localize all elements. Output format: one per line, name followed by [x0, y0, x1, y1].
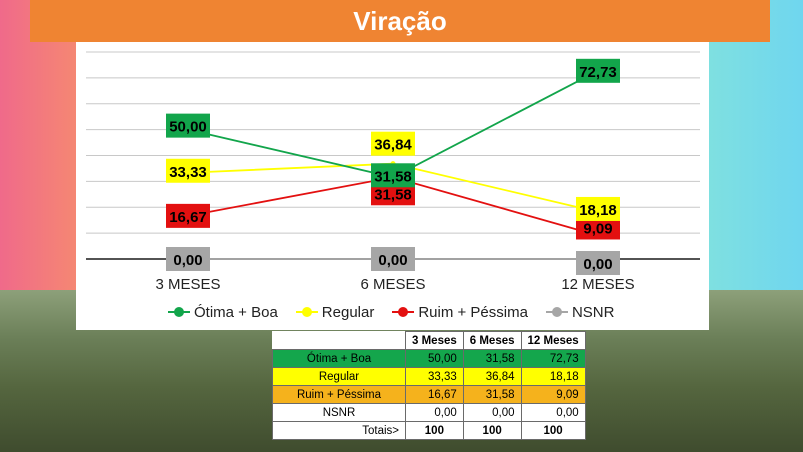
table-total-cell: 100 [520, 421, 586, 440]
table-cell: 72,73 [520, 349, 586, 368]
table-cell: 0,00 [520, 403, 586, 422]
table-cell: 36,84 [462, 367, 522, 386]
legend-item-ruim: Ruim + Péssima [392, 304, 528, 321]
page-title: Viração [353, 5, 447, 36]
title-banner: Viração [30, 0, 770, 42]
data-label-box [371, 163, 415, 188]
table-total-cell: 100 [405, 421, 464, 440]
data-label-box [576, 251, 620, 275]
legend-marker-red-icon [392, 307, 415, 317]
table-totals-label: Totais> [272, 421, 406, 440]
table-row-label: Ruim + Péssima [272, 385, 406, 404]
data-label-box [576, 58, 620, 83]
table-row-label: NSNR [272, 403, 406, 422]
legend-label: Ruim + Péssima [418, 303, 528, 321]
table-cell: 31,58 [462, 385, 522, 404]
data-label: 31,58 [374, 186, 412, 203]
table-cell: 18,18 [520, 367, 586, 386]
data-label: 33,33 [169, 164, 207, 181]
legend-label: NSNR [571, 303, 615, 321]
legend-marker-yellow-icon [295, 307, 318, 317]
table-cell: 9,09 [520, 385, 586, 404]
data-label: 18,18 [579, 202, 617, 219]
data-label-box [166, 158, 210, 183]
data-label: 0,00 [583, 256, 612, 273]
data-label: 31,58 [374, 168, 412, 185]
data-label: 0,00 [173, 252, 202, 269]
table-cell: 0,00 [462, 403, 522, 422]
data-label: 50,00 [169, 119, 207, 136]
x-tick-label: 6 MESES [360, 276, 425, 293]
legend-item-regular: Regular [295, 303, 375, 321]
table-header-cell: 3 Meses [405, 331, 464, 350]
table-header-cell: 6 Meses [462, 331, 522, 350]
data-label-box [166, 247, 210, 271]
table-cell: 33,33 [405, 367, 464, 386]
x-tick-label: 3 MESES [155, 276, 220, 293]
table-cell: 0,00 [405, 403, 464, 422]
table-totals-row: Totais> 100 100 100 [272, 421, 586, 440]
data-label: 16,67 [169, 209, 207, 226]
table-row-ruim: Ruim + Péssima 16,67 31,58 9,09 [272, 385, 586, 404]
table-total-cell: 100 [462, 421, 522, 440]
legend-label: Regular [321, 303, 375, 321]
table-row-nsnr: NSNR 0,00 0,00 0,00 [272, 403, 586, 422]
data-label-box [371, 131, 415, 156]
x-tick-label: 12 MESES [561, 276, 634, 293]
data-label: 9,09 [583, 220, 612, 237]
data-label-box [166, 113, 210, 138]
table-row-label: Regular [272, 367, 406, 386]
data-label-box [166, 203, 210, 228]
table-header-cell: 12 Meses [520, 331, 586, 350]
table-header-row: 3 Meses 6 Meses 12 Meses [272, 331, 586, 350]
summary-table: 3 Meses 6 Meses 12 Meses Ótima + Boa 50,… [272, 331, 586, 440]
table-corner-cell [272, 331, 406, 350]
table-row-label: Ótima + Boa [272, 349, 406, 368]
table-row-regular: Regular 33,33 36,84 18,18 [272, 367, 586, 386]
data-label-box [576, 196, 620, 221]
table-cell: 31,58 [462, 349, 522, 368]
legend-marker-gray-icon [545, 307, 568, 317]
table-cell: 50,00 [405, 349, 464, 368]
table-cell: 16,67 [405, 385, 464, 404]
chart-legend: Ótima + Boa Regular Ruim + Péssima NSNR [168, 300, 628, 324]
data-label: 36,84 [374, 137, 412, 154]
data-label: 72,73 [579, 64, 617, 81]
legend-label: Ótima + Boa [194, 303, 278, 321]
table-row-otima: Ótima + Boa 50,00 31,58 72,73 [272, 349, 586, 368]
data-label-box [371, 247, 415, 271]
legend-marker-green-icon [168, 307, 190, 317]
legend-item-otima: Ótima + Boa [168, 304, 278, 321]
data-label: 0,00 [378, 252, 407, 269]
legend-item-nsnr: NSNR [545, 303, 615, 321]
